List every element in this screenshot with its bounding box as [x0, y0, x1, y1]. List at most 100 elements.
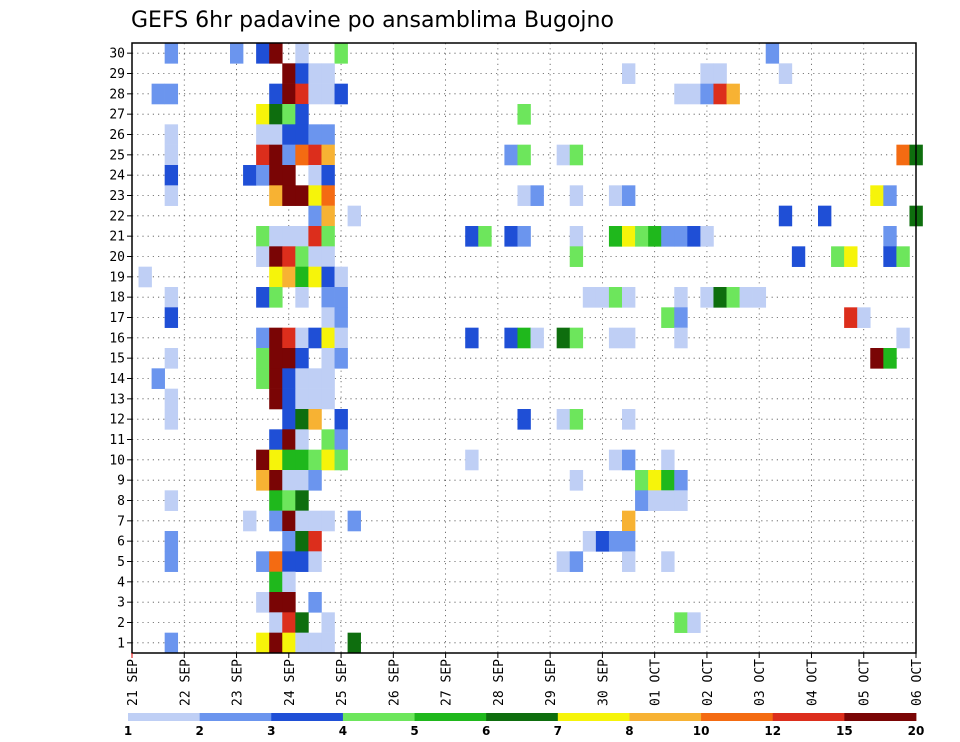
- data-cell: [648, 226, 662, 247]
- data-cell: [308, 205, 322, 227]
- data-cell: [896, 144, 910, 166]
- data-cell: [569, 551, 584, 572]
- data-cell: [308, 592, 322, 613]
- data-cell: [870, 185, 884, 206]
- data-cell: [295, 185, 309, 206]
- data-cell: [256, 327, 270, 349]
- data-cell: [256, 348, 270, 369]
- data-cell: [164, 287, 179, 308]
- data-cell: [256, 287, 270, 308]
- data-cell: [674, 612, 688, 633]
- data-cell: [334, 266, 348, 288]
- data-cell: [321, 348, 335, 369]
- data-cell: [321, 287, 335, 308]
- data-cell: [164, 165, 179, 186]
- data-cell: [883, 226, 897, 247]
- data-cell: [321, 266, 335, 288]
- data-cell: [504, 226, 518, 247]
- y-tick-label: 22: [109, 209, 125, 224]
- data-cell: [151, 368, 165, 389]
- x-tick-label: 29 SEP: [544, 659, 559, 706]
- data-cell: [321, 307, 335, 328]
- data-cell: [661, 490, 675, 511]
- data-cell: [556, 409, 571, 430]
- data-cell: [308, 266, 322, 288]
- data-cell: [295, 348, 309, 369]
- data-cell: [674, 83, 688, 105]
- data-cell: [282, 632, 296, 654]
- colorbar-label: 1: [124, 724, 132, 738]
- data-cell: [295, 266, 309, 288]
- data-cell: [622, 63, 636, 84]
- data-cell: [295, 612, 309, 633]
- y-tick-label: 21: [109, 230, 125, 245]
- data-cell: [844, 307, 858, 328]
- data-cell: [608, 327, 623, 349]
- data-cell: [269, 348, 283, 369]
- data-cell: [347, 205, 361, 227]
- data-cell: [269, 551, 283, 572]
- data-cell: [347, 510, 361, 532]
- data-cell: [726, 83, 740, 105]
- data-cell: [308, 226, 322, 247]
- data-cell: [595, 531, 610, 552]
- colorbar-label: 7: [554, 724, 562, 738]
- data-cell: [530, 327, 544, 349]
- y-tick-label: 7: [117, 514, 125, 529]
- data-cell: [883, 246, 897, 267]
- data-cell: [321, 632, 335, 654]
- data-cell: [321, 205, 335, 227]
- y-tick-label: 4: [117, 575, 125, 590]
- data-cell: [608, 531, 623, 552]
- x-tick-label: 30 SEP: [596, 659, 611, 706]
- colorbar-label: 3: [267, 724, 275, 738]
- y-tick-label: 10: [109, 453, 125, 468]
- data-cell: [269, 104, 283, 125]
- data-cell: [282, 510, 296, 532]
- data-cell: [282, 388, 296, 410]
- data-cell: [661, 307, 675, 328]
- data-cell: [269, 470, 283, 491]
- data-cell: [308, 531, 322, 552]
- data-cell: [465, 226, 479, 247]
- data-cell: [282, 165, 296, 186]
- data-cell: [164, 409, 179, 430]
- data-cell: [269, 124, 283, 145]
- y-tick-label: 9: [117, 474, 125, 489]
- data-cell: [622, 185, 636, 206]
- data-cell: [295, 388, 309, 410]
- y-tick-label: 18: [109, 291, 125, 306]
- data-cell: [883, 348, 897, 369]
- x-tick-label: 05 OCT: [858, 659, 873, 706]
- data-cell: [478, 226, 492, 247]
- data-cell: [282, 368, 296, 389]
- data-cell: [308, 185, 322, 206]
- x-tick-label: 21 SEP: [126, 659, 141, 706]
- data-cell: [635, 226, 649, 247]
- data-cell: [308, 510, 322, 532]
- data-cell: [295, 551, 309, 572]
- colorbar-label: 15: [836, 724, 853, 738]
- data-cell: [295, 531, 309, 552]
- data-cell: [308, 124, 322, 145]
- data-cell: [164, 551, 179, 572]
- data-cell: [569, 409, 584, 430]
- data-cell: [661, 226, 675, 247]
- data-cell: [256, 226, 270, 247]
- data-cell: [883, 185, 897, 206]
- data-cell: [334, 43, 348, 64]
- data-cell: [334, 307, 348, 328]
- y-tick-label: 29: [109, 67, 125, 82]
- data-cell: [269, 165, 283, 186]
- data-cell: [295, 429, 309, 450]
- data-cell: [295, 470, 309, 491]
- data-cell: [674, 490, 688, 511]
- data-cell: [569, 144, 584, 166]
- data-cell: [282, 449, 296, 471]
- data-cell: [608, 449, 623, 471]
- colorbar-segment: [844, 713, 917, 721]
- data-cell: [765, 43, 780, 64]
- data-cell: [256, 551, 270, 572]
- data-cell: [896, 246, 910, 267]
